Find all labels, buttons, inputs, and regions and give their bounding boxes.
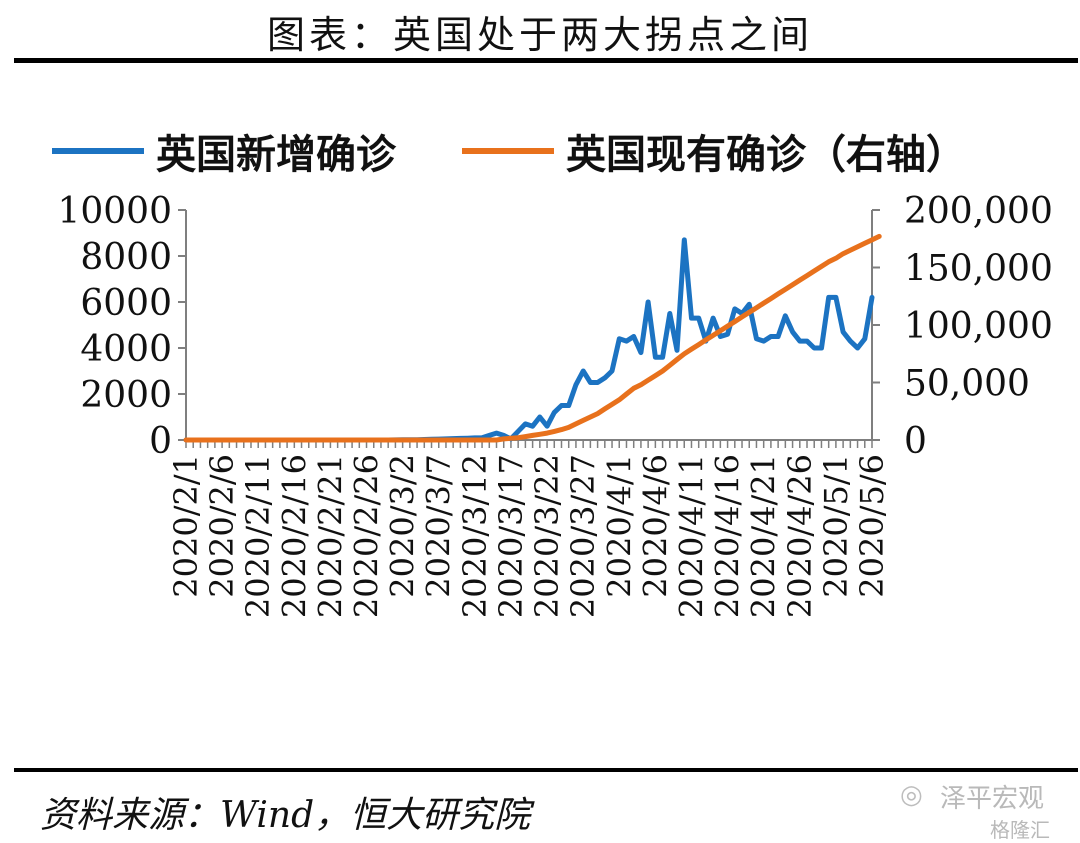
page-title: 图表：英国处于两大拐点之间: [266, 13, 813, 57]
y-left-tick-label: 0: [149, 421, 172, 462]
x-tick-label: 2020/3/2: [384, 454, 422, 598]
legend-swatch-orange: [462, 148, 554, 154]
x-tick-label: 2020/4/1: [600, 454, 638, 598]
x-tick-label: 2020/4/21: [745, 454, 783, 618]
x-tick-label: 2020/4/11: [672, 454, 710, 618]
x-tick-label: 2020/4/6: [636, 454, 674, 598]
legend-item-active-cases: 英国现有确诊（右轴）: [462, 122, 966, 180]
bottom-divider: [14, 768, 1078, 772]
watermark-text: 泽平宏观: [940, 784, 1045, 814]
line-chart: 0 2000 4000 6000 8000 10000 0 50,000 100,000 150,…: [57, 191, 1053, 618]
x-tick-label: 2020/4/16: [709, 454, 747, 618]
x-tick-label: 2020/3/7: [420, 454, 458, 598]
y-left-tick-label: 6000: [80, 283, 172, 324]
y-right-tick-label: 150,000: [904, 249, 1053, 290]
wechat-icon: ◎: [900, 780, 923, 810]
watermark-text-2: 格隆汇: [990, 818, 1050, 842]
legend-swatch-blue: [52, 148, 144, 154]
x-tick-label: 2020/5/6: [853, 454, 891, 598]
x-tick-label: 2020/2/11: [239, 454, 277, 618]
series-line-new-cases: [183, 237, 875, 443]
x-tick-label: 2020/3/22: [528, 454, 566, 618]
legend-label-active-cases: 英国现有确诊（右轴）: [566, 132, 966, 178]
x-tick-label: 2020/2/1: [167, 454, 205, 598]
x-tick-label: 2020/2/6: [203, 454, 241, 598]
y-left-tick-label: 10000: [57, 191, 172, 232]
x-tick-label: 2020/2/21: [311, 454, 349, 618]
y-left-tick-label: 2000: [80, 375, 172, 416]
x-tick-label: 2020/3/27: [564, 454, 602, 618]
x-tick-label: 2020/2/26: [348, 454, 386, 618]
y-right-tick-label: 100,000: [904, 306, 1053, 347]
legend-item-new-cases: 英国新增确诊: [52, 122, 396, 180]
x-tick-label: 2020/3/17: [492, 454, 530, 618]
y-right-tick-label: 0: [904, 421, 927, 462]
x-tick-label: 2020/4/26: [781, 454, 819, 618]
source-note: 资料来源：Wind，恒大研究院: [40, 795, 531, 836]
x-tick-label: 2020/3/12: [456, 454, 494, 618]
legend-label-new-cases: 英国新增确诊: [156, 132, 396, 178]
top-divider: [14, 58, 1078, 63]
x-tick-label: 2020/2/16: [275, 454, 313, 618]
x-tick-label: 2020/5/1: [817, 454, 855, 598]
y-right-tick-label: 200,000: [904, 191, 1053, 232]
y-left-tick-label: 4000: [80, 329, 172, 370]
chart-legend: 英国新增确诊 英国现有确诊（右轴）: [0, 122, 1080, 178]
y-right-tick-label: 50,000: [904, 364, 1030, 405]
y-left-tick-label: 8000: [80, 237, 172, 278]
series-line-active-cases: [183, 233, 882, 443]
